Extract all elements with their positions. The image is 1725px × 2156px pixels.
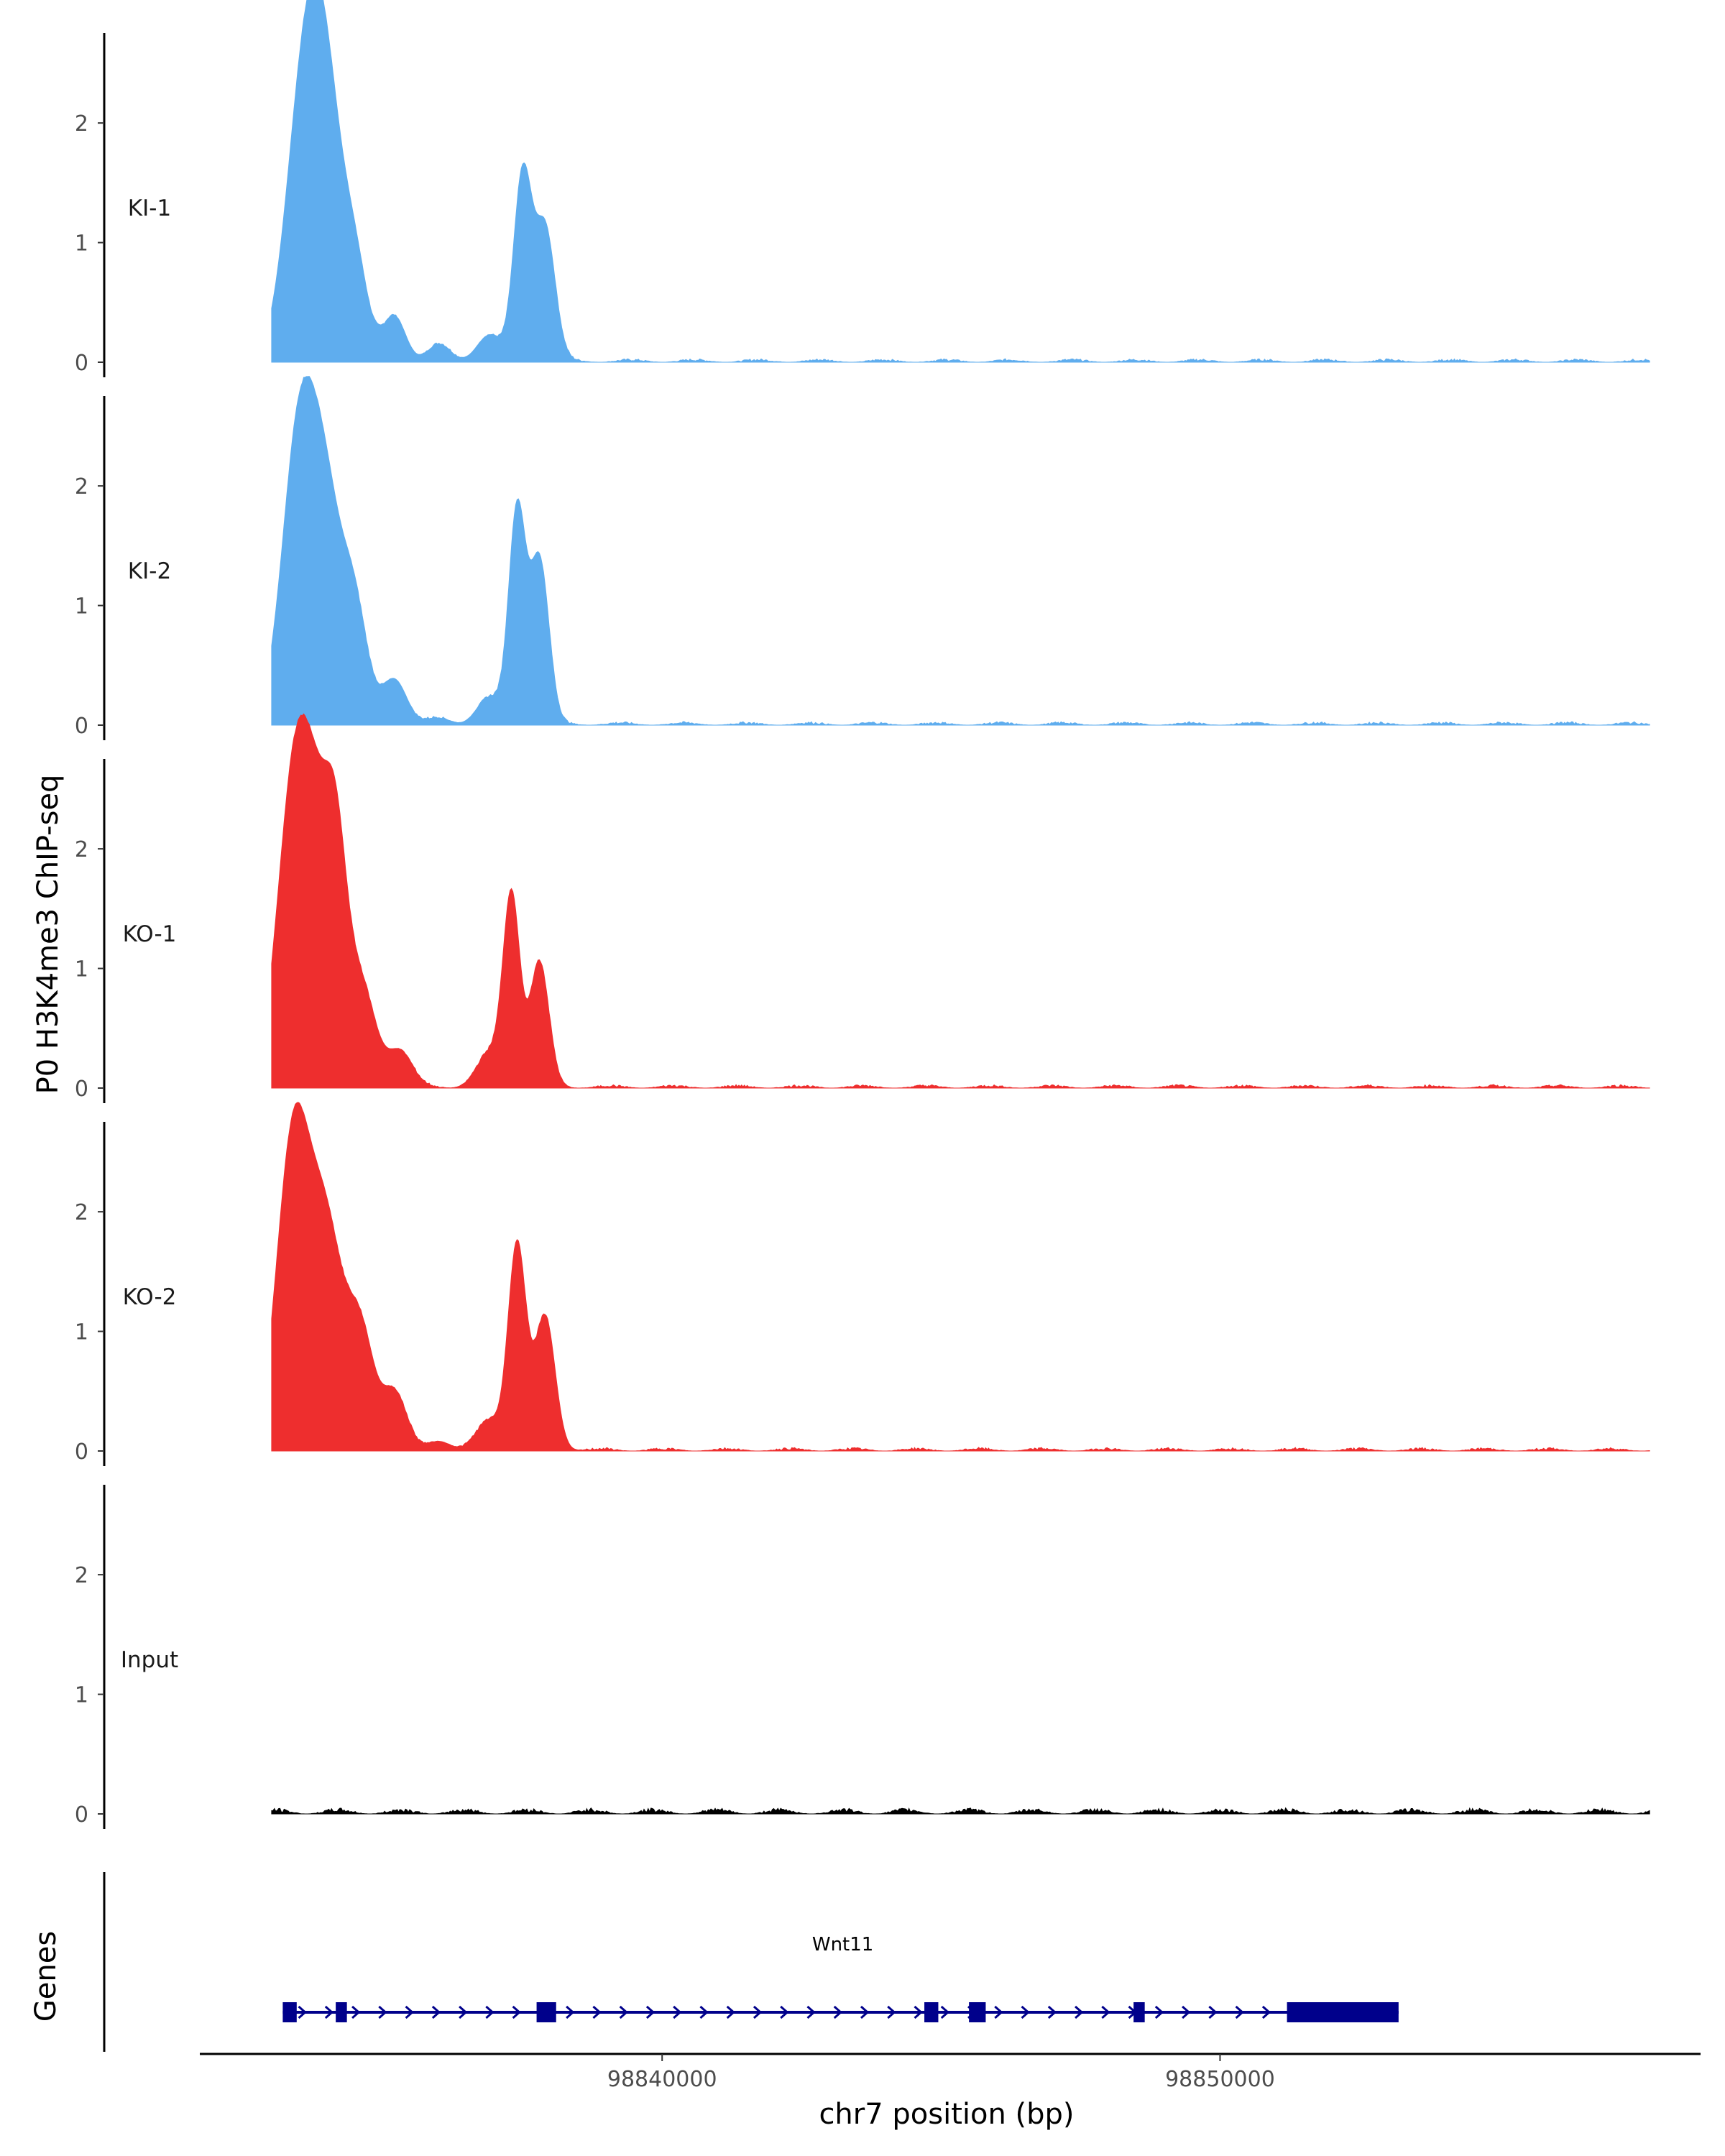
strand-arrow: [619, 2005, 628, 2019]
coverage-area-ki-2: [271, 376, 1650, 726]
y-tick-label: 0: [75, 351, 88, 376]
strand-arrow: [512, 2005, 521, 2019]
coverage-area-ko-2: [271, 1102, 1650, 1452]
track-label: KO-2: [123, 1284, 177, 1310]
strand-arrow: [914, 2005, 923, 2019]
track-label: KI-1: [128, 195, 171, 221]
strand-arrow: [860, 2005, 870, 2019]
y-tick-label: 1: [75, 231, 88, 257]
y-tick-label: 1: [75, 594, 88, 619]
y-tick-label: 2: [75, 111, 88, 137]
gene-wnt11: Wnt11: [282, 1934, 1399, 2022]
y-tick-label: 2: [75, 1563, 88, 1588]
y-axis-title: P0 H3K4me3 ChIP-seq: [32, 775, 65, 1095]
track-input: 0 1 2 Input: [75, 1485, 1650, 1829]
coverage-area-ki-1: [271, 0, 1650, 363]
strand-arrow: [298, 2005, 307, 2019]
x-axis: 98840000 98850000: [200, 2053, 1701, 2092]
y-tick-label: 2: [75, 1200, 88, 1225]
exon: [1133, 2002, 1145, 2022]
gene-label: Wnt11: [812, 1934, 873, 1955]
strand-arrow: [1154, 2005, 1164, 2019]
track-label: Input: [121, 1647, 178, 1673]
strand-arrow: [1047, 2005, 1057, 2019]
strand-arrow: [806, 2005, 816, 2019]
strand-arrow: [780, 2005, 789, 2019]
strand-arrow: [1261, 2005, 1271, 2019]
track-label: KO-1: [123, 921, 177, 947]
exon: [536, 2002, 556, 2022]
strand-arrow: [351, 2005, 361, 2019]
strand-arrow: [940, 2005, 950, 2019]
strand-arrow: [753, 2005, 763, 2019]
strand-arrow: [378, 2005, 387, 2019]
x-axis-title: chr7 position (bp): [819, 2098, 1074, 2131]
strand-arrow: [405, 2005, 414, 2019]
exon: [1287, 2002, 1399, 2022]
strand-arrow: [1208, 2005, 1218, 2019]
strand-arrow: [673, 2005, 682, 2019]
gene-track-title: Genes: [29, 1931, 63, 2022]
track-ko-1: 0 1 2 KO-1: [75, 713, 1650, 1103]
strand-arrow: [699, 2005, 709, 2019]
track-label: KI-2: [128, 558, 171, 584]
strand-arrow: [592, 2005, 602, 2019]
strand-arrow: [566, 2005, 575, 2019]
strand-arrow: [1235, 2005, 1244, 2019]
y-tick-label: 2: [75, 837, 88, 862]
strand-arrow: [994, 2005, 1003, 2019]
track-ki-2: 0 1 2 KI-2: [75, 376, 1650, 740]
exon: [924, 2002, 939, 2022]
y-tick-label: 1: [75, 1683, 88, 1708]
strand-arrow: [833, 2005, 842, 2019]
strand-arrow: [1021, 2005, 1030, 2019]
strand-arrow: [431, 2005, 441, 2019]
exon: [336, 2002, 347, 2022]
y-tick-label: 0: [75, 714, 88, 739]
strand-arrow: [1075, 2005, 1084, 2019]
strand-arrow: [887, 2005, 896, 2019]
coverage-area-ko-1: [271, 713, 1650, 1089]
y-tick-label: 2: [75, 474, 88, 499]
strand-arrow: [645, 2005, 656, 2019]
x-tick-label: 98840000: [607, 2067, 717, 2092]
coverage-area-input: [271, 1807, 1650, 1815]
exon: [969, 2002, 986, 2022]
y-tick-label: 1: [75, 1320, 88, 1345]
strand-arrow: [459, 2005, 468, 2019]
y-tick-label: 0: [75, 1439, 88, 1465]
y-tick-label: 0: [75, 1802, 88, 1828]
exon: [282, 2002, 297, 2022]
signal-tracks: 0 1 2 KI-1 0 1 2 KI-2 0 1 2 KO-1 0 1 2 KO-2 0 1 2 Input: [75, 0, 1650, 1829]
strand-arrow: [1101, 2005, 1110, 2019]
gene-track: Wnt11: [103, 1872, 1399, 2052]
track-ki-1: 0 1 2 KI-1: [75, 0, 1650, 377]
strand-arrow: [726, 2005, 735, 2019]
strand-arrow: [1182, 2005, 1191, 2019]
y-tick-label: 1: [75, 957, 88, 982]
strand-arrow: [324, 2005, 334, 2019]
strand-arrow: [485, 2005, 494, 2019]
y-tick-label: 0: [75, 1077, 88, 1102]
x-tick-label: 98850000: [1165, 2067, 1275, 2092]
track-ko-2: 0 1 2 KO-2: [75, 1102, 1650, 1466]
